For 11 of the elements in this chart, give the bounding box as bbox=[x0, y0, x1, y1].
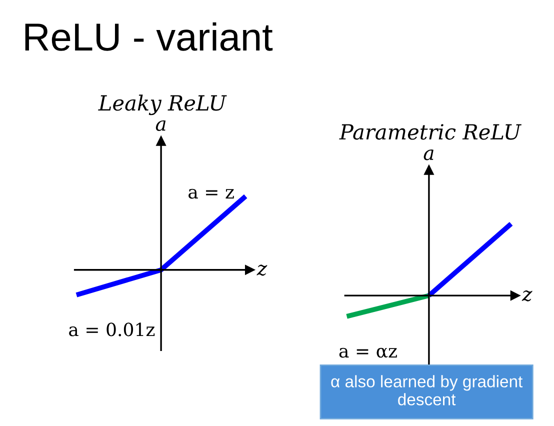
text: α also learned by gradient descent bbox=[331, 375, 523, 406]
text: ReLU - variant bbox=[25, 22, 273, 51]
chart-title: Parametric ReLU bbox=[339, 124, 522, 140]
text: a = 0.01z bbox=[69, 322, 155, 336]
chart-title: Leaky ReLU bbox=[98, 94, 227, 116]
annotation: a = z bbox=[188, 188, 234, 199]
y-axis-title: a bbox=[156, 120, 166, 131]
x-axis-title: z bbox=[522, 290, 532, 302]
y-axis-title: a bbox=[424, 150, 434, 160]
x-axis-title: z bbox=[256, 264, 268, 276]
text: a = αz bbox=[339, 348, 397, 358]
